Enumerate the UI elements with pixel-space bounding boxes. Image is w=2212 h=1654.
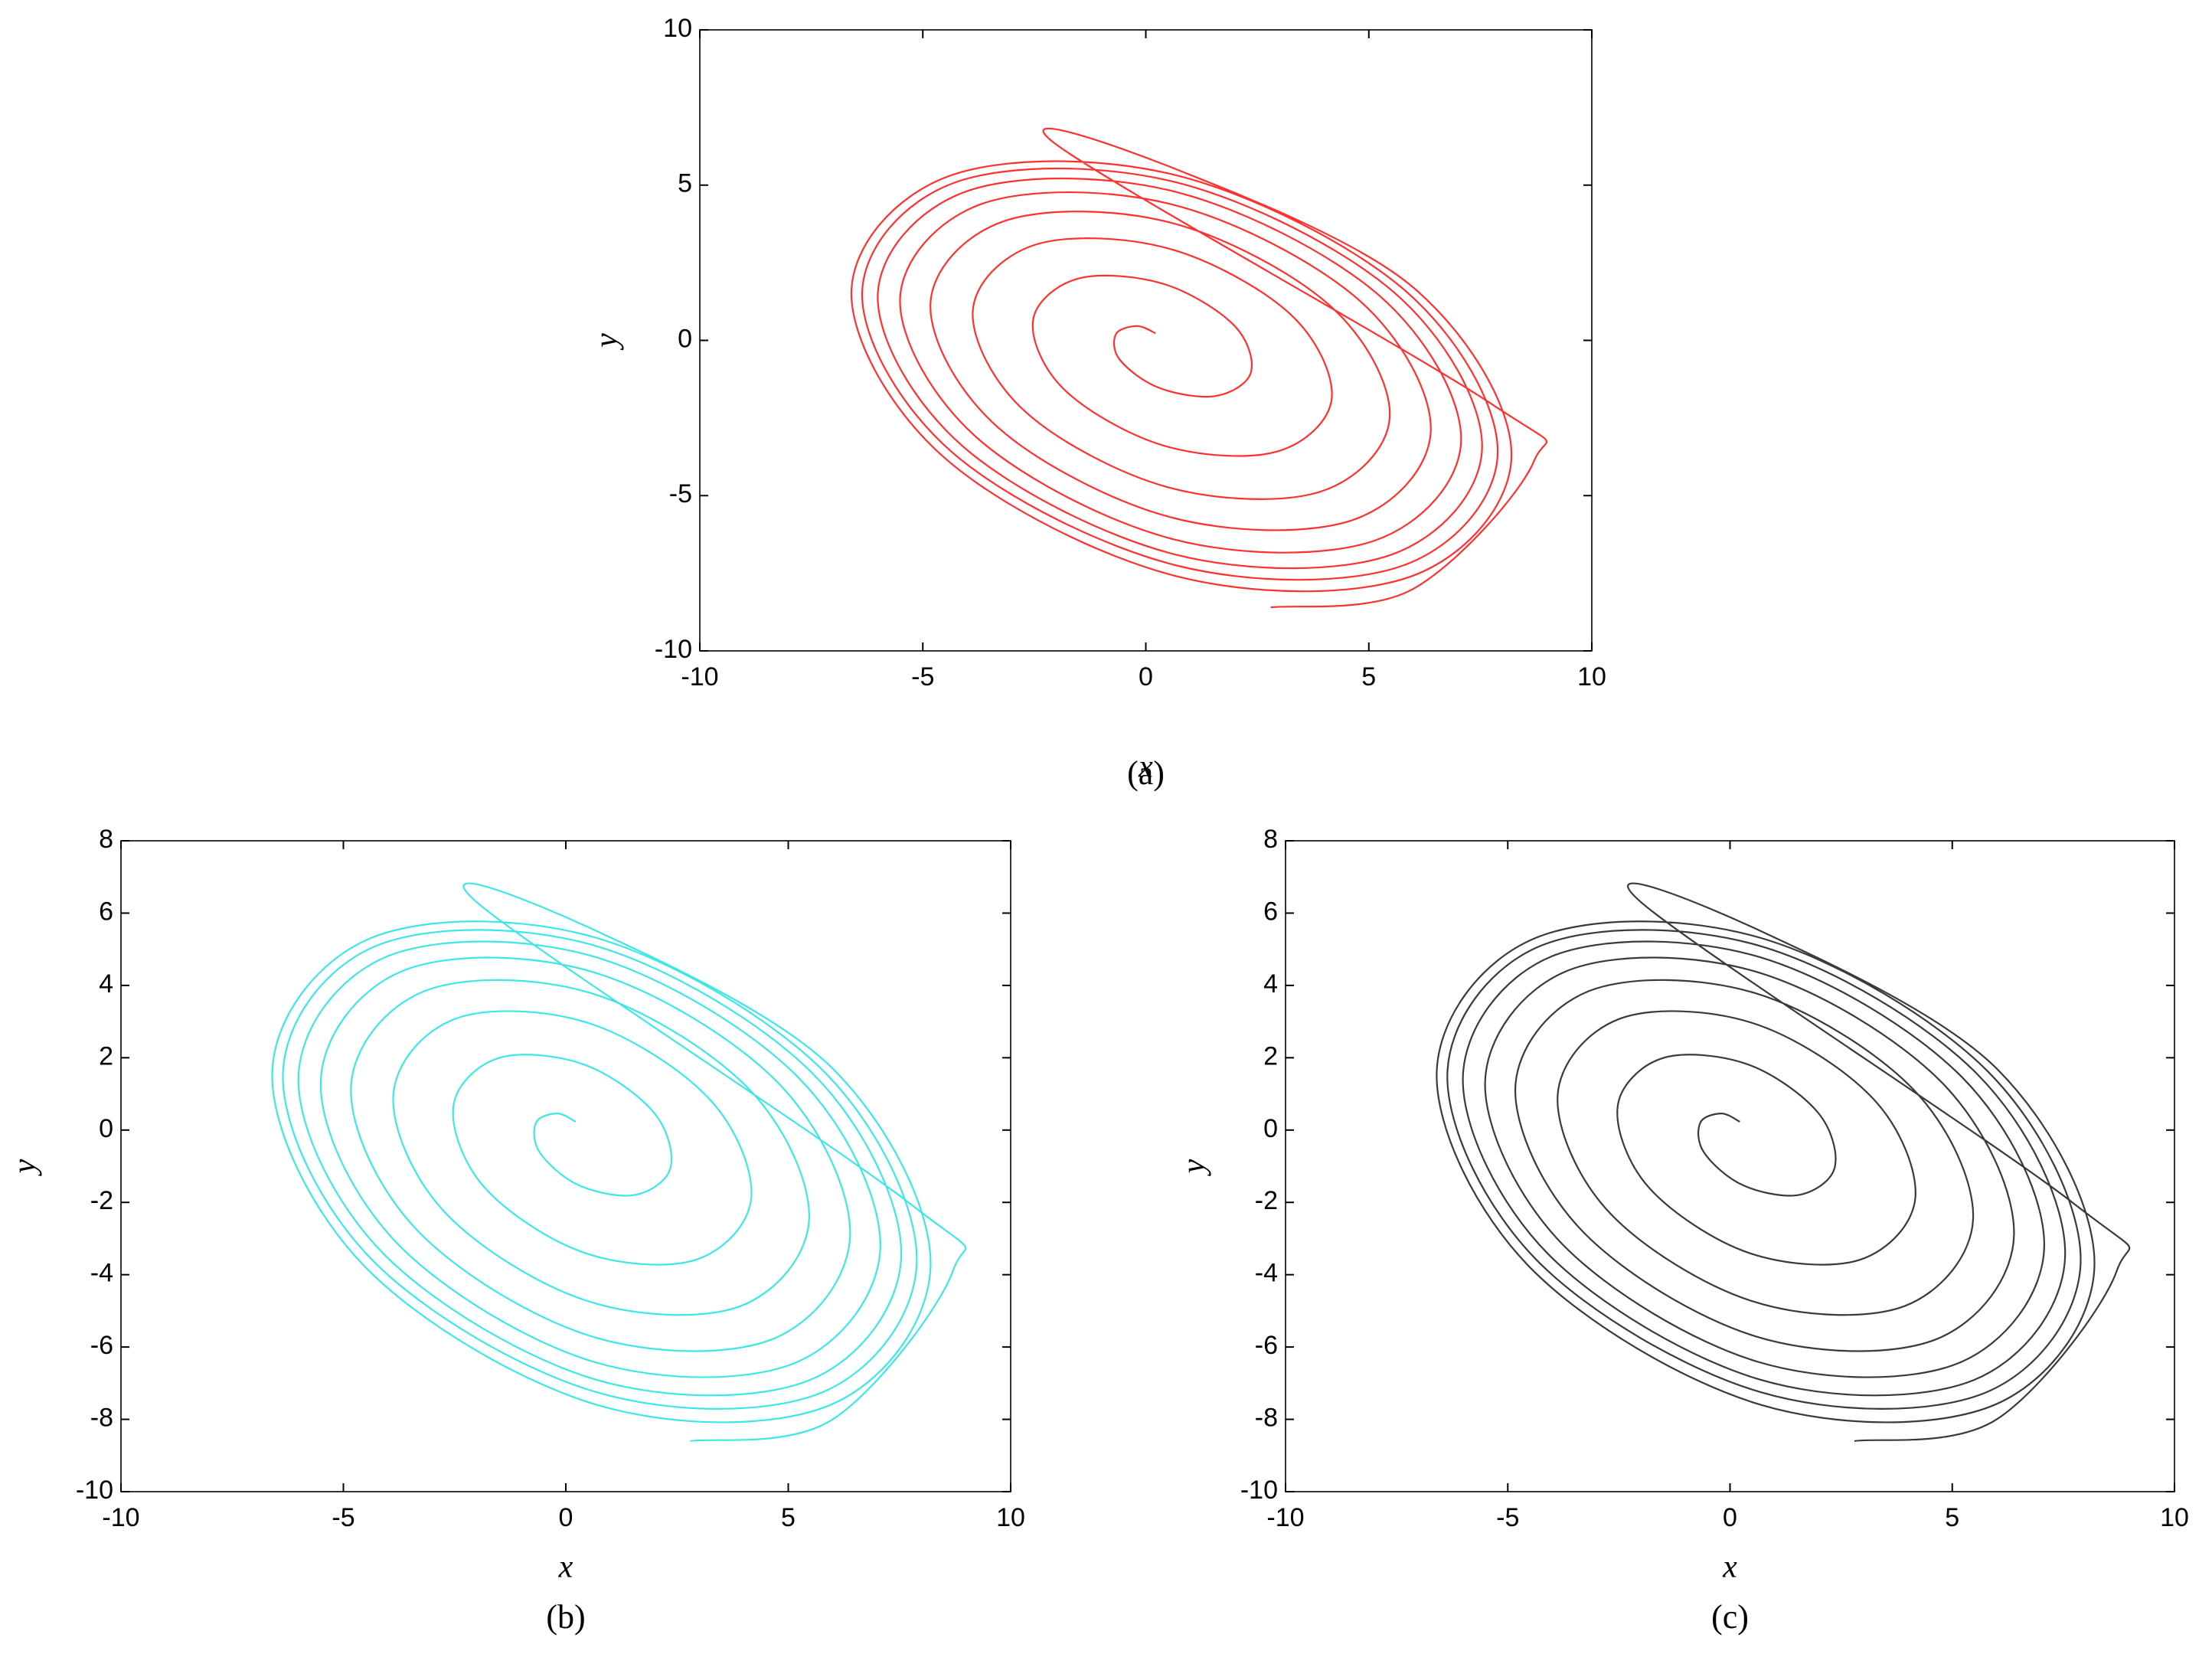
y-tick-label: 8 xyxy=(1263,825,1278,854)
trajectory-line xyxy=(850,127,1547,609)
y-axis-label: y xyxy=(1177,1159,1212,1176)
y-tick-label: -6 xyxy=(90,1331,113,1360)
x-tick-label: -5 xyxy=(332,1503,355,1532)
x-axis-label: x xyxy=(1722,1550,1737,1585)
y-tick-label: -2 xyxy=(1255,1186,1278,1215)
x-tick-label: -5 xyxy=(911,662,934,691)
caption: (c) xyxy=(1711,1598,1749,1636)
x-tick-label: 10 xyxy=(2160,1503,2189,1532)
x-tick-label: 10 xyxy=(1577,662,1606,691)
x-tick-label: 0 xyxy=(1139,662,1153,691)
panel: -10 -5 0 5 10 -10 -8 -6 -4 -2 0 2 4 6 8 x y (c) xyxy=(1177,825,2189,1636)
y-tick-label: 5 xyxy=(678,169,692,198)
y-tick-label: 4 xyxy=(99,969,113,999)
x-tick-label: -10 xyxy=(681,662,718,691)
x-tick-label: -5 xyxy=(1496,1503,1519,1532)
x-tick-label: 5 xyxy=(1361,662,1376,691)
y-axis-label: y xyxy=(590,333,625,351)
y-tick-label: 10 xyxy=(663,14,692,43)
y-tick-label: 6 xyxy=(99,897,113,926)
y-tick-label: 2 xyxy=(1263,1041,1278,1071)
y-tick-label: 4 xyxy=(1263,969,1278,999)
x-tick-label: 0 xyxy=(559,1503,573,1532)
y-tick-label: -6 xyxy=(1255,1331,1278,1360)
panel: -10 -5 0 5 10 -10 -5 0 5 10 x y (a) xyxy=(590,14,1606,792)
trajectory-line xyxy=(1436,882,2131,1442)
x-tick-label: 10 xyxy=(996,1503,1025,1532)
x-axis-label: x xyxy=(558,1550,573,1585)
y-axis-label: y xyxy=(8,1159,43,1176)
y-tick-label: -4 xyxy=(90,1259,113,1288)
y-tick-label: 0 xyxy=(678,324,692,353)
y-tick-label: -10 xyxy=(655,635,692,664)
panel: -10 -5 0 5 10 -10 -8 -6 -4 -2 0 2 4 6 8 x y (b) xyxy=(8,825,1025,1636)
y-tick-label: -10 xyxy=(1240,1476,1278,1505)
y-tick-label: 6 xyxy=(1263,897,1278,926)
trajectory-line xyxy=(271,882,967,1442)
x-axis-label: x xyxy=(1138,750,1153,785)
y-tick-label: 2 xyxy=(99,1041,113,1071)
x-tick-label: 0 xyxy=(1723,1503,1737,1532)
x-tick-label: -10 xyxy=(102,1503,139,1532)
y-tick-label: -10 xyxy=(76,1476,113,1505)
caption: (a) xyxy=(1127,754,1165,792)
x-tick-label: -10 xyxy=(1266,1503,1304,1532)
y-tick-label: 8 xyxy=(99,825,113,854)
caption: (b) xyxy=(546,1598,585,1636)
y-tick-label: -4 xyxy=(1255,1259,1278,1288)
x-tick-label: 5 xyxy=(781,1503,796,1532)
y-tick-label: -8 xyxy=(1255,1404,1278,1433)
y-tick-label: -5 xyxy=(669,479,692,508)
y-tick-label: 0 xyxy=(99,1114,113,1143)
plot-area xyxy=(850,127,1547,609)
axes-box xyxy=(699,29,1593,652)
x-tick-label: 5 xyxy=(1945,1503,1959,1532)
y-tick-label: -2 xyxy=(90,1186,113,1215)
plot-area xyxy=(271,882,967,1442)
plot-area xyxy=(1436,882,2131,1442)
y-tick-label: 0 xyxy=(1263,1114,1278,1143)
y-tick-label: -8 xyxy=(90,1404,113,1433)
